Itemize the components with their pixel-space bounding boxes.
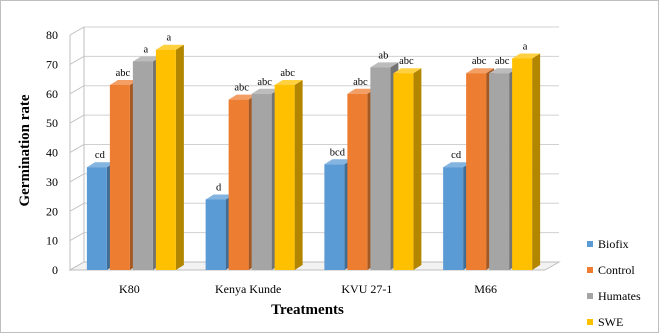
bar-top [489, 68, 518, 74]
bar-significance-label: cd [451, 150, 462, 161]
bar-significance-label: abc [399, 56, 414, 67]
bar-front [443, 167, 464, 270]
gridline-diag [69, 232, 85, 242]
bar-significance-label: abc [234, 83, 249, 94]
bar-front [370, 67, 391, 270]
y-axis-title: Germination rate [17, 94, 33, 206]
bar-top [466, 68, 495, 74]
bar-side [413, 68, 422, 270]
bar-top [370, 62, 399, 68]
bar-significance-label: abc [280, 68, 295, 79]
bar-front [109, 84, 130, 270]
legend: Biofix Control Humates SWE [587, 237, 641, 329]
bar-significance-label: a [167, 33, 172, 44]
legend-label-control: Control [598, 263, 635, 277]
legend-label-swe: SWE [598, 315, 623, 329]
gridline-diag [69, 173, 85, 183]
bar-top [443, 162, 472, 168]
bar-swe-2 [274, 79, 303, 270]
bar-top [274, 79, 303, 85]
legend-label-biofix: Biofix [598, 237, 629, 251]
bar-front [466, 73, 487, 270]
legend-swatch-humates [587, 293, 593, 299]
bar-front [155, 49, 176, 270]
bar-front [512, 58, 533, 270]
bar-top [155, 44, 184, 50]
bar-significance-label: a [144, 44, 149, 55]
y-tick-label: 60 [46, 87, 58, 101]
bar-front [347, 93, 368, 270]
bar-significance-label: abc [116, 68, 131, 79]
bar-top [132, 56, 161, 62]
y-tick-label: 70 [46, 57, 58, 71]
x-axis-title: Treatments [271, 302, 344, 318]
y-tick-label: 20 [46, 204, 58, 218]
legend-swatch-swe [587, 319, 593, 325]
y-tick-label: 80 [46, 28, 58, 42]
y-tick-label: 0 [52, 263, 58, 277]
bar-significance-label: a [523, 42, 528, 53]
legend-swatch-control [587, 267, 593, 273]
bar-significance-label: abc [495, 56, 510, 67]
bar-significance-label: abc [257, 77, 272, 88]
legend-label-humates: Humates [598, 289, 641, 303]
gridline-diag [69, 85, 85, 95]
bar-top [205, 194, 234, 200]
gridline-diag [69, 202, 85, 212]
tick-labels: 0 10 20 30 40 50 60 70 80 K80 Kenya Kunde KVU 27-1 M… [46, 28, 497, 296]
x-tick-label: KVU 27-1 [341, 282, 392, 296]
bar-front [251, 93, 272, 270]
bar-side [175, 44, 184, 270]
bar-top [86, 162, 115, 168]
bar-front [205, 199, 226, 270]
bar-significance-label: d [216, 183, 222, 194]
bars [86, 44, 541, 270]
bar-front [132, 61, 153, 270]
bar-significance-label: cd [95, 150, 106, 161]
bar-significance-label: abc [353, 77, 368, 88]
y-tick-label: 10 [46, 234, 58, 248]
y-tick-label: 30 [46, 175, 58, 189]
bar-top [347, 88, 376, 94]
bar-swe-3 [393, 68, 422, 270]
bar-top [228, 94, 257, 100]
gridline-diag [69, 114, 85, 124]
bar-top [109, 79, 138, 85]
bar-significance-label: abc [472, 56, 487, 67]
gridline-diag [69, 144, 85, 153]
bar-significance-label: ab [378, 50, 388, 61]
bar-swe-4 [512, 53, 541, 270]
x-tick-label: K80 [119, 282, 140, 296]
bar-significance-label: bcd [330, 147, 346, 158]
gridline-diag [69, 26, 85, 36]
bar-top [324, 159, 353, 165]
bar-front [324, 164, 345, 270]
y-tick-label: 40 [46, 146, 58, 160]
bar-top [393, 68, 422, 74]
bar-front [393, 73, 414, 270]
bar-swe-1 [155, 44, 184, 270]
bar-front [274, 84, 295, 270]
gridline-diag [69, 55, 85, 65]
bar-side [532, 53, 541, 270]
bar-top [512, 53, 541, 59]
y-tick-label: 50 [46, 116, 58, 130]
bar-front [489, 73, 510, 270]
bar-front [228, 99, 249, 270]
legend-swatch-biofix [587, 241, 593, 247]
x-tick-label: Kenya Kunde [215, 282, 281, 296]
bar-side [294, 79, 303, 270]
bar-front [86, 167, 107, 270]
x-tick-label: M66 [474, 282, 497, 296]
bar-top [251, 88, 280, 94]
